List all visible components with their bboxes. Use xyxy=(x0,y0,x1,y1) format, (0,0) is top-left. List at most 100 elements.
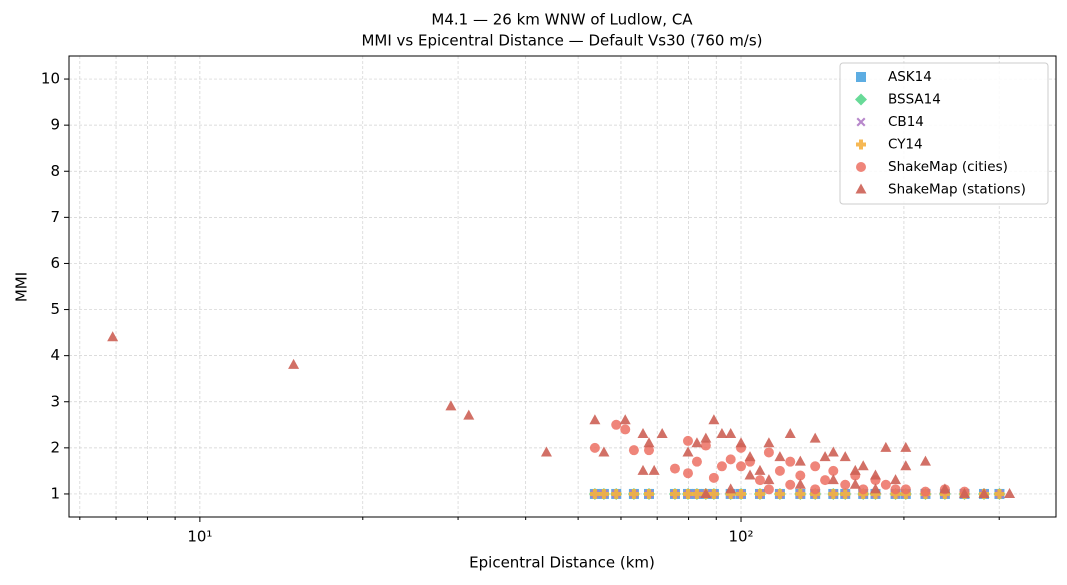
y-tick-label: 9 xyxy=(50,116,60,134)
point xyxy=(637,428,649,439)
point xyxy=(869,483,881,494)
point xyxy=(785,479,796,490)
point xyxy=(774,465,785,476)
plot-frame xyxy=(68,55,1057,518)
point xyxy=(827,474,839,485)
point xyxy=(669,488,680,499)
point xyxy=(880,441,892,452)
point xyxy=(754,475,765,486)
point xyxy=(840,488,851,499)
legend-label: ASK14 xyxy=(888,69,932,85)
point xyxy=(716,461,727,472)
point xyxy=(849,478,861,489)
point xyxy=(708,488,719,499)
point xyxy=(784,428,796,439)
point xyxy=(598,488,609,499)
point xyxy=(828,488,839,499)
point xyxy=(736,461,747,472)
y-tick-label: 5 xyxy=(50,300,60,318)
y-tick-label: 3 xyxy=(50,392,60,410)
point xyxy=(611,488,622,499)
point xyxy=(716,428,728,439)
legend: ASK14 BSSA14 CB14 CY14 ShakeMap (cities) Shak… xyxy=(839,62,1049,205)
point xyxy=(744,451,756,462)
point xyxy=(589,442,600,453)
point xyxy=(900,484,911,495)
point xyxy=(794,478,806,489)
point xyxy=(795,470,806,481)
point xyxy=(107,331,119,342)
y-axis-label: MMI xyxy=(13,272,31,302)
point xyxy=(890,474,902,485)
point xyxy=(958,487,970,498)
point xyxy=(540,446,552,457)
point xyxy=(809,432,821,443)
point xyxy=(978,487,990,498)
point xyxy=(691,456,702,467)
point xyxy=(849,464,861,475)
y-tick-label: 8 xyxy=(50,162,60,180)
point xyxy=(810,484,821,495)
point xyxy=(288,358,300,369)
point xyxy=(900,441,912,452)
y-tick-label: 7 xyxy=(50,208,60,226)
point xyxy=(994,488,1005,499)
point xyxy=(656,428,668,439)
legend-marker xyxy=(855,93,867,106)
point xyxy=(725,428,737,439)
legend-label: ShakeMap (cities) xyxy=(888,159,1008,175)
point xyxy=(682,435,693,446)
point xyxy=(736,488,747,499)
legend-label: BSSA14 xyxy=(888,92,941,108)
y-tick-label: 10 xyxy=(41,70,60,88)
point xyxy=(794,455,806,466)
point xyxy=(691,488,702,499)
point xyxy=(637,464,649,475)
point xyxy=(890,484,901,495)
legend-marker xyxy=(856,117,866,127)
legend-marker xyxy=(855,183,867,194)
point xyxy=(880,479,891,490)
point xyxy=(598,446,610,457)
y-tick-label: 2 xyxy=(50,438,60,456)
chart-subtitle: MMI vs Epicentral Distance — Default Vs3… xyxy=(361,32,762,50)
legend-marker xyxy=(856,139,866,150)
point xyxy=(827,446,839,457)
point xyxy=(628,488,639,499)
point xyxy=(900,460,912,471)
x-tick-label: 10² xyxy=(728,528,753,546)
point xyxy=(620,424,631,435)
chart-title: M4.1 — 26 km WNW of Ludlow, CA xyxy=(431,11,693,29)
point xyxy=(763,474,775,485)
point xyxy=(810,461,821,472)
point xyxy=(919,455,931,466)
point xyxy=(819,451,831,462)
point xyxy=(840,479,851,490)
point xyxy=(700,487,712,498)
point xyxy=(463,409,475,420)
legend-label: CB14 xyxy=(888,114,924,130)
point xyxy=(820,475,831,486)
point xyxy=(754,464,766,475)
point xyxy=(682,468,693,479)
point xyxy=(725,483,737,494)
point xyxy=(795,488,806,499)
series xyxy=(589,419,970,497)
point xyxy=(744,469,756,480)
point xyxy=(828,465,839,476)
point xyxy=(682,488,693,499)
legend-marker xyxy=(856,72,866,82)
legend-marker xyxy=(856,162,866,172)
point xyxy=(774,488,785,499)
point xyxy=(839,451,851,462)
point xyxy=(858,484,869,495)
point xyxy=(857,460,869,471)
point xyxy=(725,488,736,499)
point xyxy=(869,469,881,480)
point xyxy=(763,447,774,458)
point xyxy=(445,400,457,411)
point xyxy=(589,488,600,499)
x-axis-label: Epicentral Distance (km) xyxy=(469,554,655,572)
point xyxy=(939,483,951,494)
